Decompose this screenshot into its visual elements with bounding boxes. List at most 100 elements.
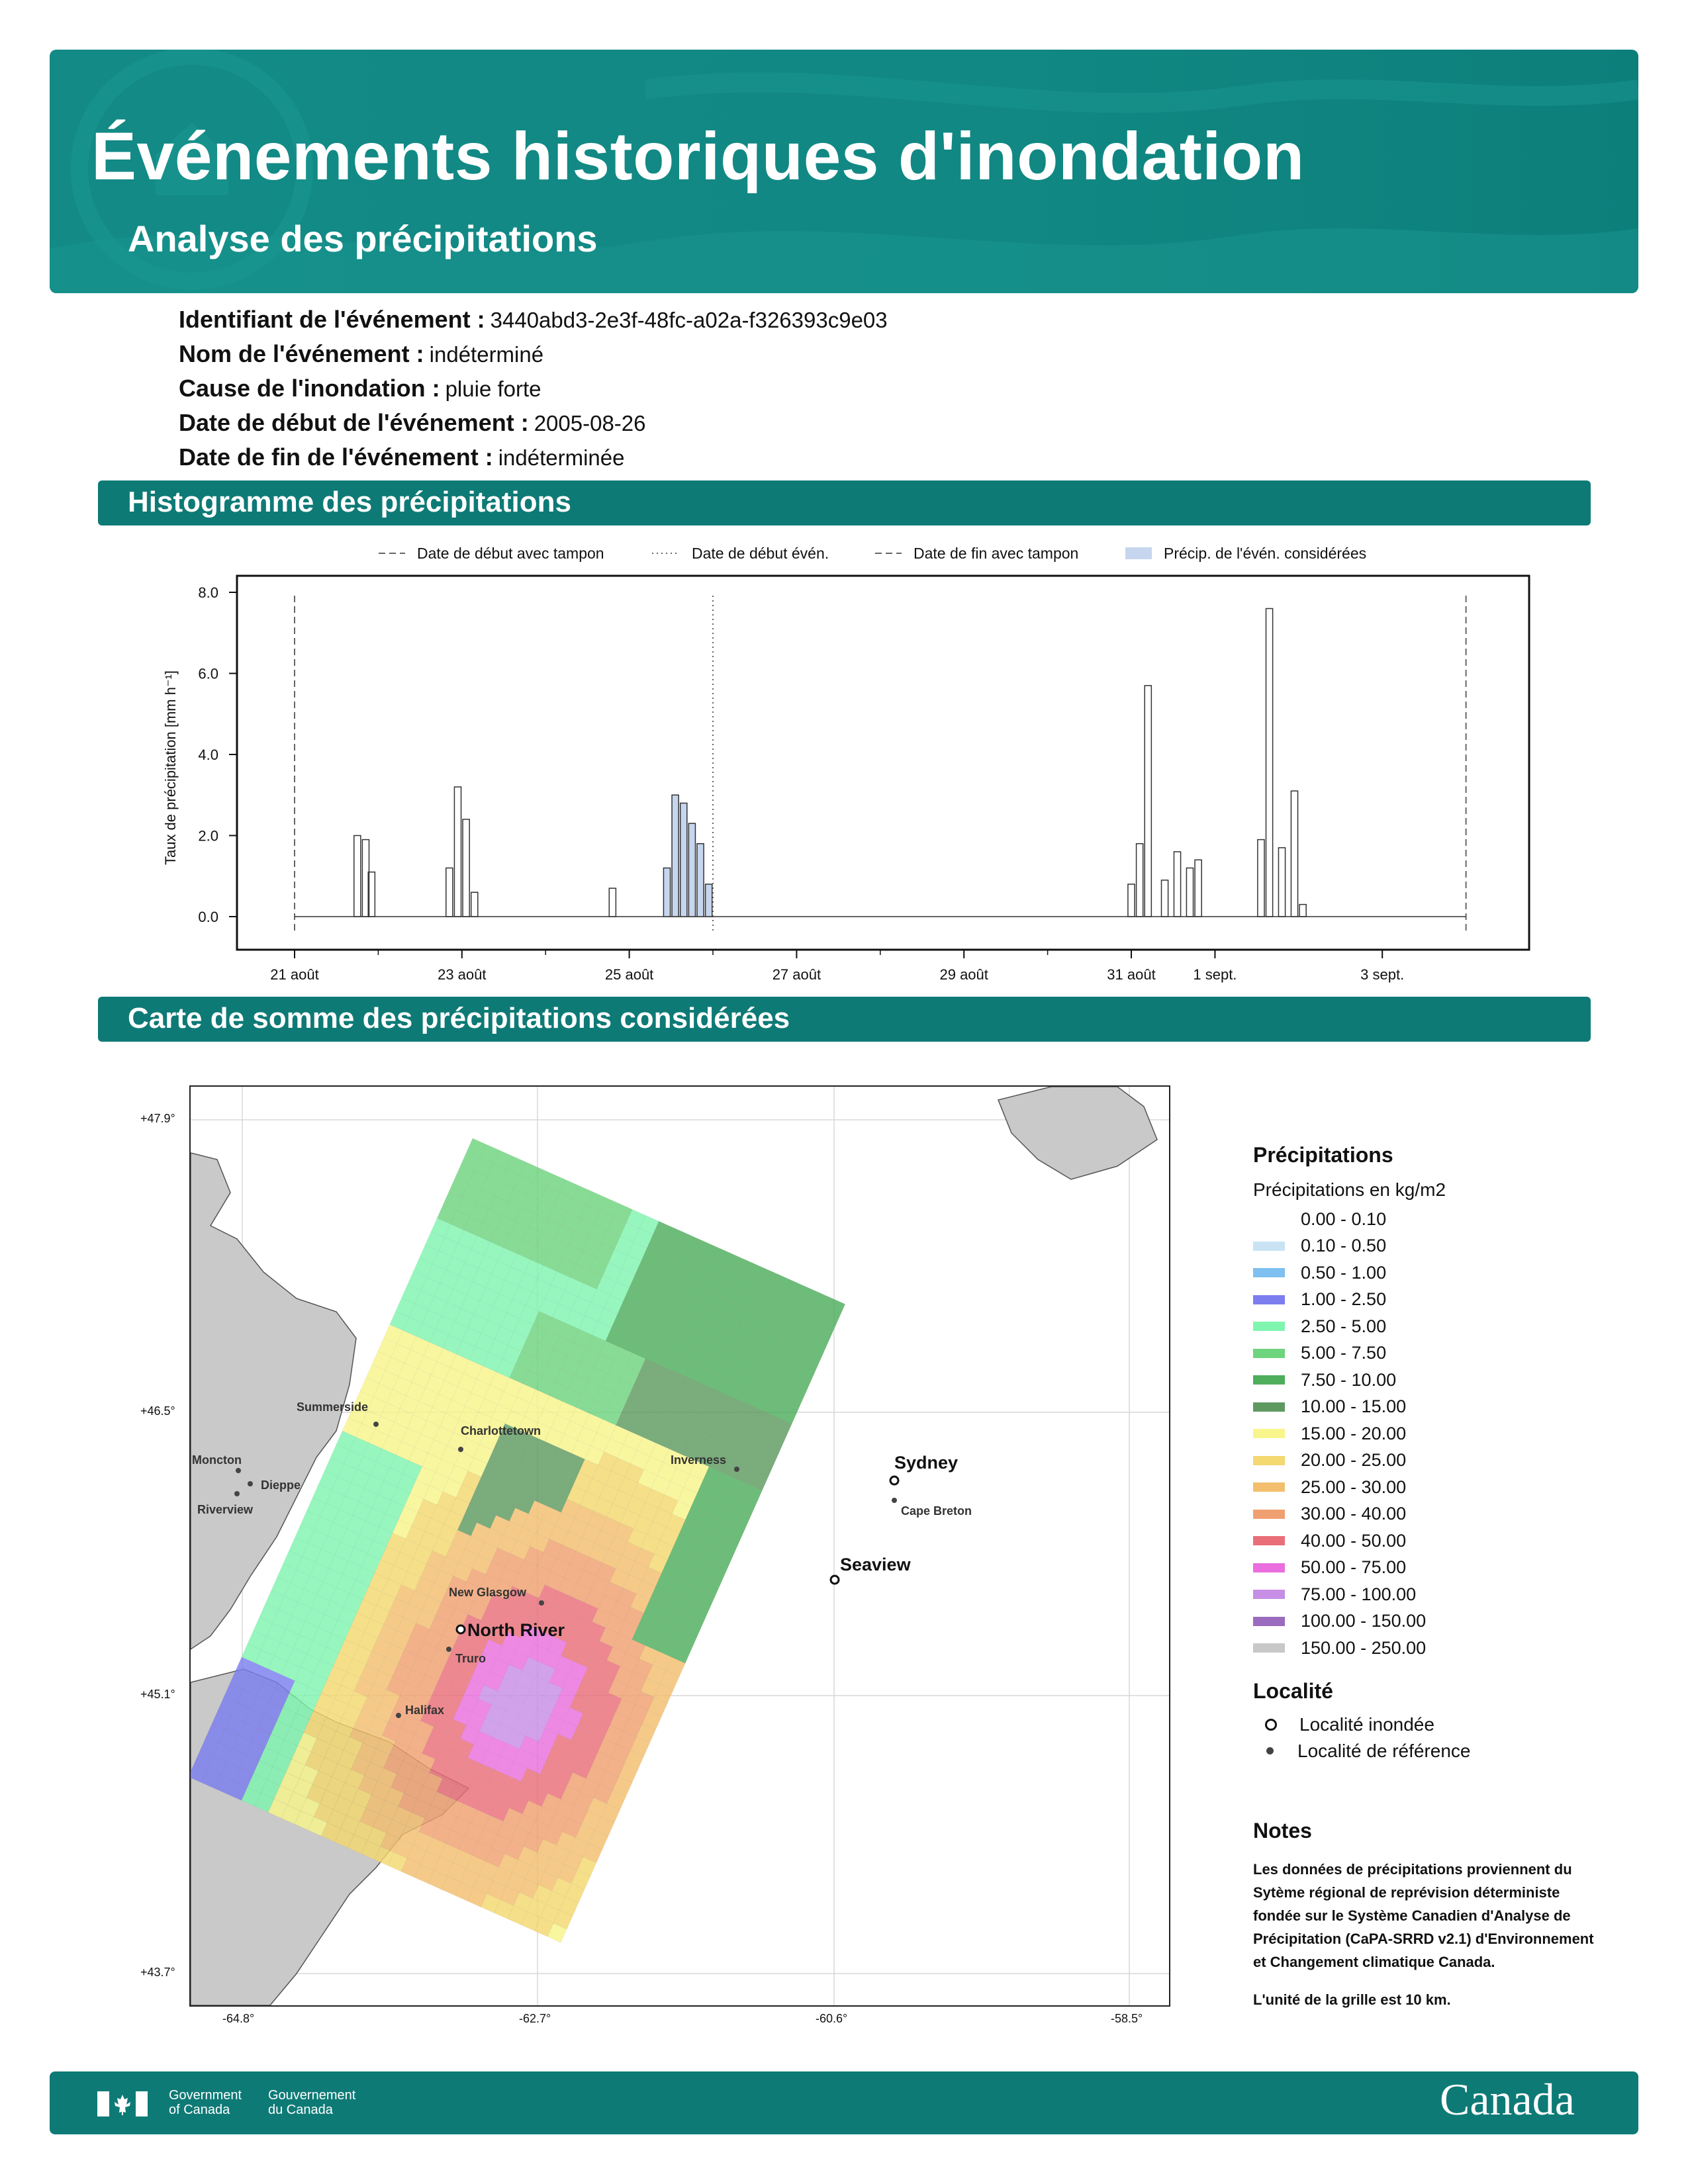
reference-locality-marker[interactable] (373, 1422, 379, 1427)
y-tick-label: 6.0 (198, 666, 218, 682)
legend-title: Précipitations (1253, 1143, 1393, 1167)
reference-locality-marker[interactable] (236, 1468, 241, 1473)
reference-locality-marker[interactable] (446, 1647, 451, 1652)
x-tick-label: 27 août (773, 966, 821, 983)
legend-class-label: 20.00 - 25.00 (1301, 1450, 1407, 1471)
legend-class-label: 0.10 - 0.50 (1301, 1236, 1387, 1256)
reference-locality-marker[interactable] (248, 1481, 253, 1486)
legend-class-item: 40.00 - 50.00 (1253, 1527, 1624, 1555)
precip-bar (1265, 608, 1274, 917)
precip-bar (1144, 685, 1152, 917)
x-tick-label: 1 sept. (1193, 966, 1237, 983)
page-subtitle: Analyse des précipitations (128, 218, 598, 259)
legend-class-swatch (1253, 1536, 1285, 1546)
legend-class-label: 30.00 - 40.00 (1301, 1504, 1407, 1524)
locality-label: Halifax (405, 1704, 444, 1717)
legend-class-item: 20.00 - 25.00 (1253, 1447, 1624, 1475)
reference-locality-marker[interactable] (892, 1498, 897, 1503)
legend-subtitle: Précipitations en kg/m2 (1253, 1179, 1446, 1200)
legend-class-label: 15.00 - 20.00 (1301, 1423, 1407, 1443)
histogram-section-bar: Histogramme des précipitations (98, 480, 1591, 525)
legend-class-item: 0.10 - 0.50 (1253, 1233, 1624, 1260)
reference-locality-marker[interactable] (539, 1600, 544, 1606)
legend-label-buffer-start: Date de début avec tampon (417, 545, 604, 562)
gov-en-line1: Government (169, 2088, 242, 2103)
legend-class-swatch (1253, 1590, 1285, 1600)
locality-label: Cape Breton (901, 1504, 972, 1518)
chart-plot-frame (236, 574, 1530, 951)
x-tick-label: 29 août (939, 966, 988, 983)
event-start-row: Date de début de l'événement :2005-08-26 (179, 409, 646, 437)
event-id-label: Identifiant de l'événement : (179, 306, 485, 333)
legend-class-label: 0.50 - 1.00 (1301, 1262, 1387, 1283)
lat-label-2: +46.5° (140, 1404, 175, 1418)
locality-label: Moncton (192, 1453, 242, 1467)
chart-y-axis-label: Taux de précipitation [mm h⁻¹] (162, 670, 179, 865)
flood-locality-marker[interactable] (455, 1624, 466, 1635)
legend-class-label: 7.50 - 10.00 (1301, 1369, 1397, 1390)
map-section-title: Carte de somme des précipitations consid… (128, 1002, 790, 1034)
legend-classes: 0.00 - 0.10 0.10 - 0.50 0.50 - 1.00 1.00 - … (1253, 1206, 1624, 1662)
reference-locality-marker[interactable] (734, 1467, 739, 1472)
precip-bar (1194, 859, 1202, 917)
legend-label-event-start: Date de début évén. (692, 545, 829, 562)
gov-fr-line1: Gouvernement (268, 2088, 356, 2103)
precip-bar (361, 839, 370, 917)
precip-bar (679, 802, 688, 917)
precip-bar (353, 835, 361, 917)
legend-class-item: 25.00 - 30.00 (1253, 1474, 1624, 1501)
flood-locality-marker[interactable] (829, 1574, 840, 1585)
precipitation-map[interactable]: Summerside Charlottetown Moncton Dieppe Rive… (189, 1085, 1170, 2007)
precip-grid (191, 1138, 846, 1943)
notes-block: Notes Les données de précipitations prov… (1253, 1819, 1611, 2011)
chart-legend: Date de début avec tampon Date de début … (379, 545, 1366, 562)
lat-label-1: +47.9° (140, 1112, 175, 1125)
locality-title: Localité (1253, 1678, 1333, 1703)
precip-bar (1127, 884, 1135, 917)
event-end-value: indéterminée (498, 445, 625, 470)
legend-class-label: 10.00 - 15.00 (1301, 1396, 1407, 1417)
precip-bar (1135, 843, 1144, 917)
legend-class-swatch (1253, 1455, 1285, 1465)
x-tick-label: 31 août (1107, 966, 1155, 983)
event-name-row: Nom de l'événement : indéterminé (179, 340, 543, 368)
y-tick-label: 2.0 (198, 828, 218, 844)
reference-locality-marker[interactable] (458, 1447, 463, 1452)
precip-bar (445, 867, 453, 917)
legend-class-swatch (1253, 1509, 1285, 1519)
precip-bar (671, 794, 679, 917)
gov-en: Government of Canada (169, 2088, 242, 2117)
precip-bar (1299, 903, 1307, 917)
legend-class-item: 0.00 - 0.10 (1253, 1206, 1624, 1233)
chart-y-ticks: 0.0 2.0 4.0 6.0 8.0 (198, 584, 237, 925)
flood-marker-icon (1265, 1718, 1277, 1731)
legend-class-swatch (1253, 1322, 1285, 1332)
legend-class-label: 1.00 - 2.50 (1301, 1289, 1387, 1310)
footer: Government of Canada Gouvernement du Can… (50, 2071, 1638, 2134)
event-cause-label: Cause de l'inondation : (179, 375, 440, 402)
legend-class-swatch (1253, 1402, 1285, 1412)
reference-locality-marker[interactable] (396, 1713, 401, 1718)
legend-class-item: 7.50 - 10.00 (1253, 1367, 1624, 1394)
reference-locality-marker[interactable] (234, 1491, 240, 1496)
legend-class-item: 30.00 - 40.00 (1253, 1501, 1624, 1528)
legend-class-item: 10.00 - 15.00 (1253, 1394, 1624, 1421)
notes-grid: L'unité de la grille est 10 km. (1253, 1991, 1451, 2008)
map-canvas: Summerside Charlottetown Moncton Dieppe Rive… (191, 1087, 1169, 2005)
x-tick-label: 25 août (605, 966, 653, 983)
histogram-section-title: Histogramme des précipitations (128, 486, 571, 518)
canada-flag-icon (97, 2091, 148, 2116)
legend-swatch-considered (1125, 547, 1152, 559)
event-start-value: 2005-08-26 (534, 411, 646, 435)
locality-ref-label: Localité de référence (1297, 1740, 1471, 1761)
precip-bar (1257, 839, 1265, 917)
legend-class-item: 15.00 - 20.00 (1253, 1420, 1624, 1447)
locality-flood-label: Localité inondée (1299, 1713, 1434, 1735)
flood-locality-marker[interactable] (889, 1475, 900, 1486)
precip-bar (462, 819, 470, 917)
locality-label: Riverview (197, 1503, 254, 1516)
legend-class-swatch (1253, 1643, 1285, 1653)
lat-label-4: +43.7° (140, 1966, 175, 1979)
legend-class-label: 100.00 - 150.00 (1301, 1611, 1427, 1631)
chart-bars (295, 608, 1466, 917)
